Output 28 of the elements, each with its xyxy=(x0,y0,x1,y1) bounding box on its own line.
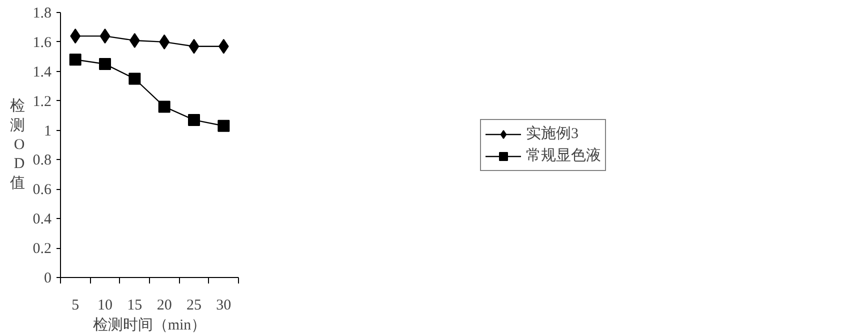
x-tick-label: 20 xyxy=(156,298,172,314)
point xyxy=(188,38,200,54)
point xyxy=(188,114,200,126)
y-tick-label: 1.2 xyxy=(32,94,52,110)
x-tick-label: 10 xyxy=(98,298,112,314)
y-tick-label: 1.4 xyxy=(32,64,52,80)
y-axis-title: 检测OD值 xyxy=(10,98,25,192)
x-tick-label: 30 xyxy=(216,298,232,314)
y-tick-label: 0.6 xyxy=(32,182,52,198)
legend-label: 常规显色液 xyxy=(526,146,601,165)
point xyxy=(128,72,141,85)
y-tick-label: 1 xyxy=(44,123,52,140)
x-axis-title: 检测时间（min） xyxy=(92,316,206,334)
y-tick-label: 0.4 xyxy=(32,212,52,228)
legend-label: 实施例3 xyxy=(526,124,578,143)
point xyxy=(218,120,230,132)
point xyxy=(69,54,82,66)
y-tick-label: 1.8 xyxy=(32,6,52,22)
y-tick-label: 1.6 xyxy=(32,34,52,51)
x-tick-label: 5 xyxy=(72,298,80,314)
y-tick-label: 0 xyxy=(44,270,52,286)
y-tick-label: 0.8 xyxy=(32,152,52,169)
point xyxy=(99,58,111,70)
point xyxy=(158,100,170,113)
point xyxy=(100,28,110,44)
x-tick-label: 15 xyxy=(127,298,142,314)
y-tick-label: 0.2 xyxy=(32,241,52,258)
x-tick-label: 25 xyxy=(186,298,202,314)
